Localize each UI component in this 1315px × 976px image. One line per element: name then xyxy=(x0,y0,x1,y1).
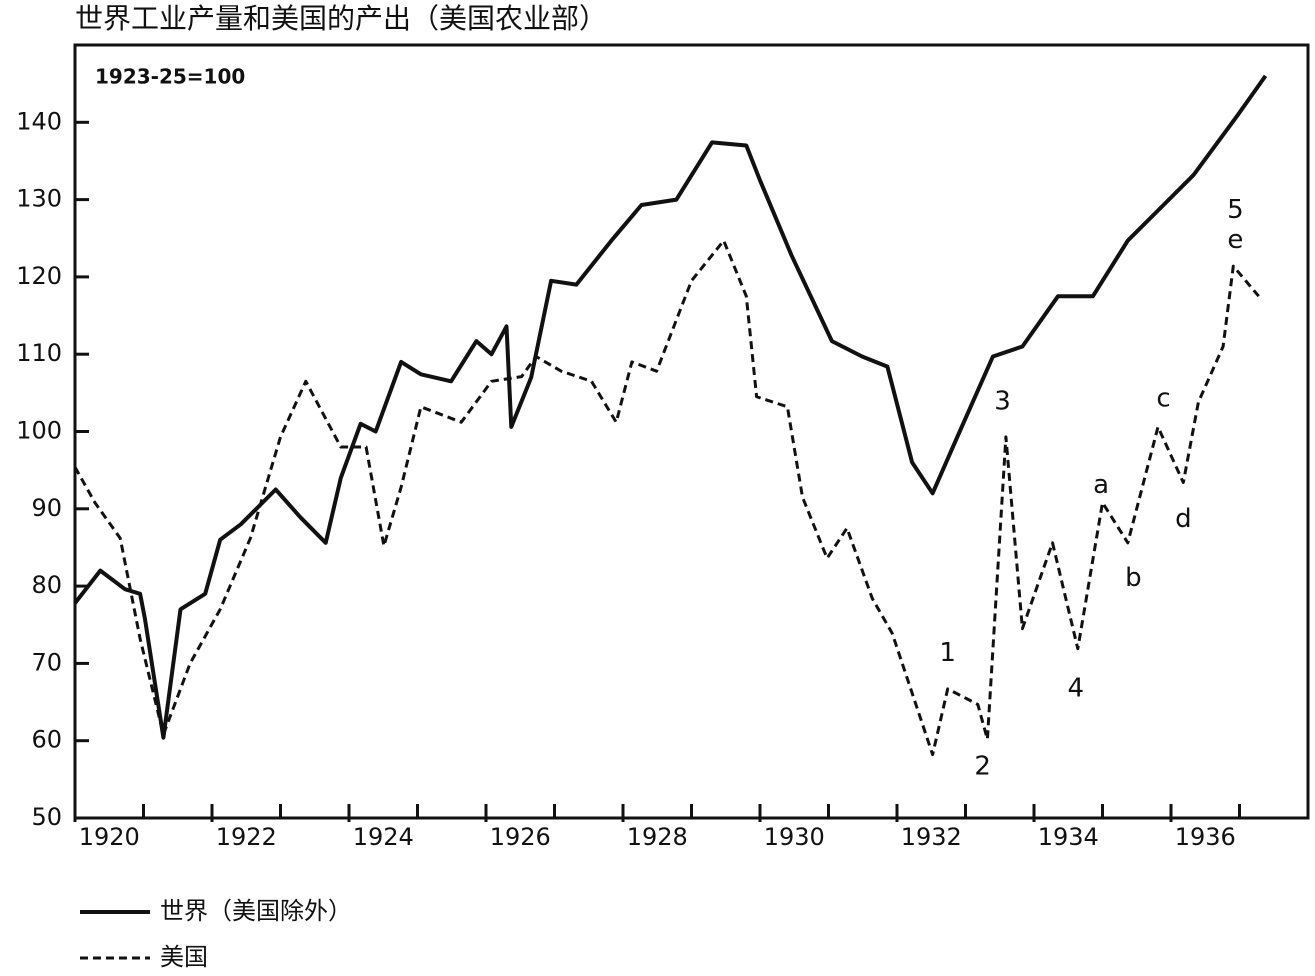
series-line xyxy=(73,239,1260,757)
y-tick-label: 90 xyxy=(31,494,62,522)
y-tick-label: 50 xyxy=(31,803,62,831)
chart-title: 世界工业产量和美国的产出（美国农业部） xyxy=(75,2,607,35)
annotation: c xyxy=(1156,384,1170,414)
y-tick-label: 110 xyxy=(16,339,62,367)
annotation: 3 xyxy=(994,387,1011,417)
x-tick-label: 1920 xyxy=(79,823,140,851)
x-tick-label: 1924 xyxy=(353,823,414,851)
y-tick-label: 60 xyxy=(31,726,62,754)
x-tick-label: 1932 xyxy=(901,823,962,851)
annotation: a xyxy=(1093,470,1109,500)
y-tick-label: 140 xyxy=(16,107,62,135)
y-tick-label: 100 xyxy=(16,417,62,445)
annotation: 5 xyxy=(1227,195,1244,225)
x-tick-label: 1930 xyxy=(764,823,825,851)
base-note: 1923-25=100 xyxy=(95,65,245,89)
annotation: 1 xyxy=(939,638,956,668)
x-tick-label: 1928 xyxy=(627,823,688,851)
y-tick-label: 120 xyxy=(16,262,62,290)
series-line xyxy=(73,74,1268,740)
y-tick-label: 70 xyxy=(31,648,62,676)
annotation: 2 xyxy=(974,751,991,781)
y-tick-label: 80 xyxy=(31,571,62,599)
x-tick-label: 1922 xyxy=(216,823,277,851)
x-tick-label: 1934 xyxy=(1038,823,1099,851)
annotation: e xyxy=(1227,225,1243,255)
legend-label: 美国 xyxy=(160,943,208,971)
y-tick-label: 130 xyxy=(16,185,62,213)
x-tick-label: 1926 xyxy=(490,823,551,851)
annotation: d xyxy=(1175,504,1192,534)
legend-label: 世界（美国除外） xyxy=(160,897,352,925)
annotation: b xyxy=(1125,563,1142,593)
plot-frame xyxy=(73,43,1310,820)
annotation: 4 xyxy=(1068,673,1085,703)
x-tick-label: 1936 xyxy=(1175,823,1236,851)
